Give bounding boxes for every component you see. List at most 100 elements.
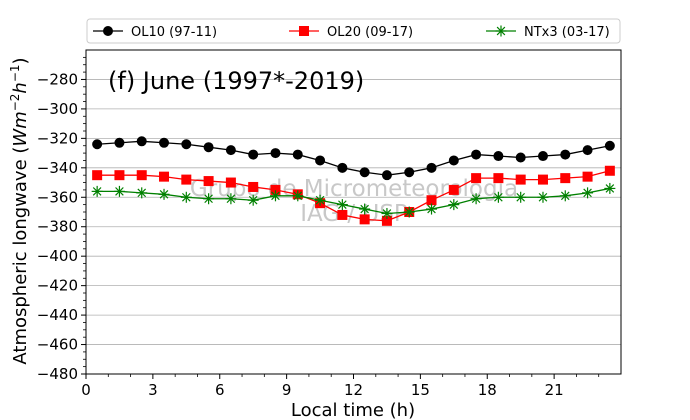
point-marker xyxy=(225,193,237,205)
point-marker xyxy=(292,149,303,160)
y-axis-label-main: Atmospheric longwave ( xyxy=(10,147,31,365)
point-marker xyxy=(359,214,370,225)
point-marker xyxy=(92,139,103,150)
x-tick-label: 0 xyxy=(81,381,91,399)
y-tick-label: −380 xyxy=(37,218,78,236)
point-marker xyxy=(492,191,504,203)
point-marker xyxy=(604,182,616,194)
point-marker xyxy=(359,203,371,215)
point-marker xyxy=(404,167,415,178)
legend-label: OL10 (97-11) xyxy=(131,25,217,40)
y-tick-label: −300 xyxy=(37,100,78,118)
series-ol20 xyxy=(92,165,615,226)
series-line xyxy=(97,140,610,176)
y-axis-label: Atmospheric longwave (Wm−2h−1) xyxy=(8,57,31,364)
point-marker xyxy=(381,207,393,219)
point-marker xyxy=(159,171,170,182)
legend-entry-ntx3: NTx3 (03-17) xyxy=(486,25,610,40)
point-marker xyxy=(403,206,415,218)
point-marker xyxy=(113,185,125,197)
y-tick-label: −480 xyxy=(37,365,78,383)
point-marker xyxy=(426,195,437,206)
point-marker xyxy=(180,191,192,203)
point-marker xyxy=(225,145,236,156)
point-marker xyxy=(269,190,281,202)
legend-label: NTx3 (03-17) xyxy=(524,25,610,40)
point-marker xyxy=(426,203,438,215)
point-marker xyxy=(515,152,526,163)
point-marker xyxy=(559,190,571,202)
y-tick-label: −360 xyxy=(37,188,78,206)
point-marker xyxy=(292,190,304,202)
y-tick-label: −440 xyxy=(37,306,78,324)
legend: OL10 (97-11) OL20 (09-17) NTx3 (03-17) xyxy=(86,18,621,44)
y-axis-label-sup1: −2 xyxy=(8,94,22,112)
point-marker xyxy=(158,188,170,200)
point-marker xyxy=(181,174,192,185)
y-axis-label-close: ) xyxy=(10,57,31,64)
point-marker xyxy=(582,145,593,156)
point-marker xyxy=(381,170,392,181)
point-marker xyxy=(515,191,527,203)
y-axis-label-units2: h xyxy=(10,82,31,93)
point-marker xyxy=(495,25,507,37)
point-marker xyxy=(314,194,326,206)
series-layer xyxy=(91,136,616,226)
point-marker xyxy=(248,181,259,192)
point-marker xyxy=(225,177,236,188)
point-marker xyxy=(426,162,437,173)
point-marker xyxy=(537,191,549,203)
x-tick-label: 21 xyxy=(545,381,564,399)
legend-entry-ol20: OL20 (09-17) xyxy=(289,25,413,40)
watermark-line-1: Grupo de Micrometeorologia xyxy=(190,176,518,202)
point-marker xyxy=(337,162,348,173)
point-marker xyxy=(448,199,460,211)
axis-ticks: −480 −460 −440 −420 −400 −380 −360 −340 −320 −300… xyxy=(37,56,600,399)
point-marker xyxy=(493,151,504,162)
point-marker xyxy=(203,193,215,205)
point-marker xyxy=(582,187,594,199)
point-marker xyxy=(247,194,259,206)
point-marker xyxy=(92,170,103,181)
x-tick-label: 15 xyxy=(411,381,430,399)
point-marker xyxy=(448,184,459,195)
point-marker xyxy=(537,151,548,162)
x-tick-label: 12 xyxy=(344,381,363,399)
point-marker xyxy=(537,174,548,185)
point-marker xyxy=(114,170,125,181)
x-axis-label: Local time (h) xyxy=(291,400,415,420)
point-marker xyxy=(471,149,482,160)
x-tick-label: 6 xyxy=(215,381,225,399)
point-marker xyxy=(203,176,214,187)
y-tick-label: −340 xyxy=(37,159,78,177)
series-ol10 xyxy=(92,136,615,181)
y-tick-label: −460 xyxy=(37,336,78,354)
point-marker xyxy=(91,185,103,197)
y-axis-label-units: Wm xyxy=(10,111,31,146)
point-marker xyxy=(604,165,615,176)
y-tick-label: −280 xyxy=(37,70,78,88)
y-tick-label: −320 xyxy=(37,129,78,147)
panel-title: (f) June (1997*-2019) xyxy=(108,67,364,95)
point-marker xyxy=(604,140,615,151)
point-marker xyxy=(299,26,309,36)
point-marker xyxy=(159,137,170,148)
point-marker xyxy=(515,174,526,185)
point-marker xyxy=(103,26,113,36)
point-marker xyxy=(136,187,148,199)
point-marker xyxy=(315,155,326,166)
point-marker xyxy=(471,173,482,184)
point-marker xyxy=(470,193,482,205)
point-marker xyxy=(336,199,348,211)
x-tick-label: 3 xyxy=(148,381,158,399)
x-tick-label: 18 xyxy=(478,381,497,399)
point-marker xyxy=(448,155,459,166)
point-marker xyxy=(114,137,125,148)
point-marker xyxy=(203,142,214,153)
point-marker xyxy=(560,173,571,184)
x-tick-label: 9 xyxy=(282,381,292,399)
point-marker xyxy=(560,149,571,160)
y-tick-label: −400 xyxy=(37,247,78,265)
legend-box xyxy=(86,18,621,44)
